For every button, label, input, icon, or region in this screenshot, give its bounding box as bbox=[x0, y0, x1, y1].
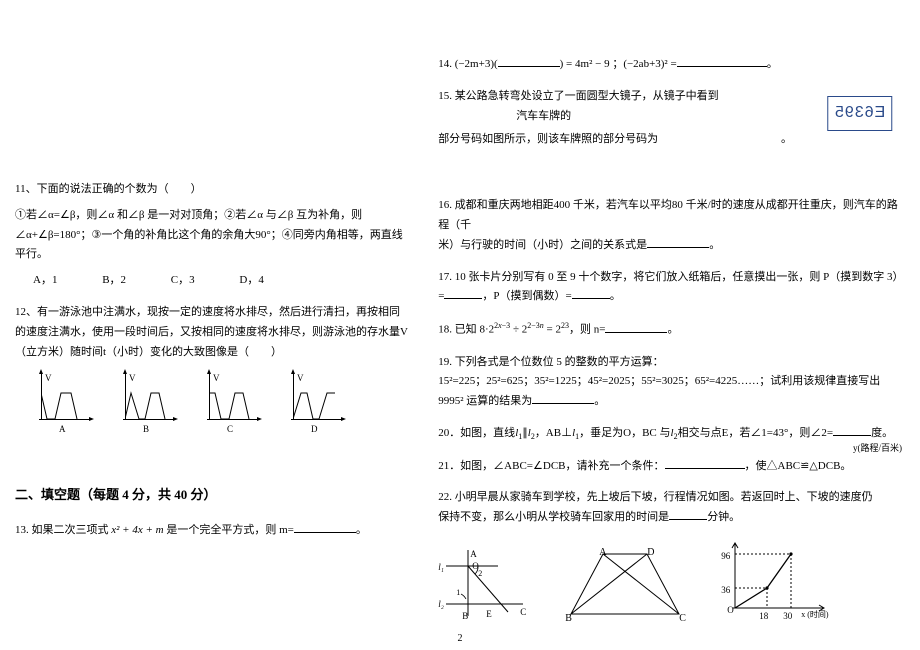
question-17: 17. 10 张卡片分别写有 0 至 9 十个数字，将它们放入纸箱后，任意摸出一… bbox=[438, 268, 905, 308]
question-13: 13. 如果二次三项式 x² + 4x + m 是一个完全平方式，则 m=。 bbox=[15, 521, 408, 541]
diagram-lines: A O l₁ l₂ B E C 2 1 bbox=[438, 544, 533, 622]
blank-18 bbox=[605, 321, 667, 333]
mirror-plate: E6395 bbox=[827, 96, 892, 131]
diagram-chart: 96 36 O 18 30 x (时间) bbox=[719, 540, 829, 622]
blank-20 bbox=[833, 424, 871, 436]
q11-stem: 11、下面的说法正确的个数为（ ） bbox=[15, 180, 408, 200]
blank-22 bbox=[669, 508, 707, 520]
question-14: 14. (−2m+3)() = 4m² − 9 ；(−2ab+3)² =。 bbox=[438, 55, 905, 75]
q11-body: ①若∠α=∠β，则∠α 和∠β 是一对对顶角；②若∠α 与∠β 互为补角，则∠α… bbox=[15, 206, 408, 265]
q12-text: 12、有一游泳池中注满水，现按一定的速度将水排尽，然后进行清扫，再按相同的速度注… bbox=[15, 303, 408, 362]
question-21: 21．如图，∠ABC=∠DCB，请补充一个条件：，使△ABC≌△DCB。 bbox=[438, 457, 905, 477]
graph-c: V C bbox=[201, 372, 261, 427]
q11-opt-d: D，4 bbox=[239, 271, 263, 291]
question-19: 19. 下列各式是个位数位 5 的整数的平方运算： 15²=225；25²=62… bbox=[438, 353, 905, 412]
section-title: 二、填空题（每题 4 分，共 40 分） bbox=[15, 483, 408, 506]
blank-16 bbox=[647, 236, 709, 248]
page-number: 2 bbox=[458, 630, 463, 648]
question-16: 16. 成都和重庆两地相距400 千米，若汽车以平均80 千米/时的速度从成都开… bbox=[438, 196, 905, 255]
blank-17a bbox=[444, 287, 482, 299]
blank-13 bbox=[294, 521, 356, 533]
question-22: 22. 小明早晨从家骑车到学校，先上坡后下坡，行程情况如图。若返回时上、下坡的速… bbox=[438, 488, 905, 528]
chart-ylabel: y(路程/百米) bbox=[853, 440, 902, 456]
blank-14b bbox=[677, 55, 767, 67]
diagram-row: A O l₁ l₂ B E C 2 1 A D B C 96 36 O 18 3… bbox=[438, 540, 905, 622]
question-18: 18. 已知 8·22x−3 ÷ 22−3n = 223，则 n=。 bbox=[438, 319, 905, 340]
question-11: 11、下面的说法正确的个数为（ ） ①若∠α=∠β，则∠α 和∠β 是一对对顶角… bbox=[15, 180, 408, 291]
q12-graphs: V A V B V C V D bbox=[33, 372, 408, 427]
diagram-triangles: A D B C bbox=[561, 544, 691, 622]
blank-19 bbox=[532, 392, 594, 404]
q11-opt-b: B，2 bbox=[102, 271, 126, 291]
graph-a: V A bbox=[33, 372, 93, 427]
q11-options: A，1 B，2 C，3 D，4 bbox=[15, 271, 408, 291]
q11-opt-a: A，1 bbox=[33, 271, 57, 291]
blank-14a bbox=[498, 55, 560, 67]
question-12: 12、有一游泳池中注满水，现按一定的速度将水排尽，然后进行清扫，再按相同的速度注… bbox=[15, 303, 408, 427]
graph-d: V D bbox=[285, 372, 345, 427]
blank-21 bbox=[665, 457, 745, 469]
q11-opt-c: C，3 bbox=[171, 271, 195, 291]
blank-17b bbox=[572, 287, 610, 299]
graph-b: V B bbox=[117, 372, 177, 427]
question-20: 20．如图，直线l1∥l2，AB⊥l1，垂足为O，BC 与l2相交与点E，若∠1… bbox=[438, 424, 905, 445]
